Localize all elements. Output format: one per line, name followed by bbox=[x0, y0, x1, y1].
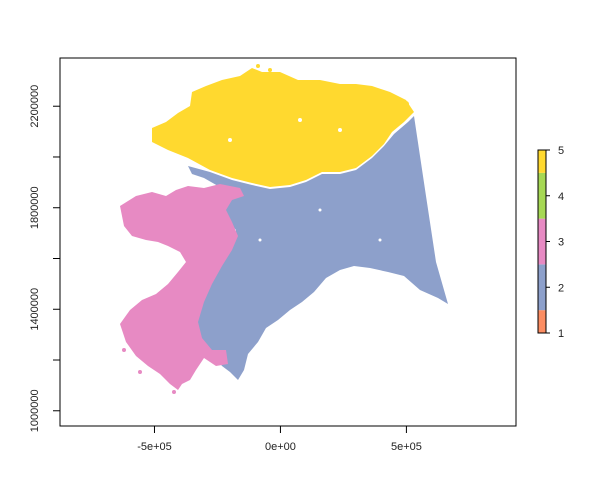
legend-swatch-1 bbox=[538, 310, 546, 333]
x-tick-label: -5e+05 bbox=[137, 441, 172, 453]
legend-swatch-3 bbox=[538, 218, 546, 265]
y-tick-label: 2200000 bbox=[29, 85, 41, 128]
legend-label: 5 bbox=[558, 145, 564, 157]
region-class-5-fragments bbox=[256, 64, 409, 107]
legend-swatch-4 bbox=[538, 172, 546, 219]
region-class-5 bbox=[152, 68, 414, 187]
legend-swatch-5 bbox=[538, 150, 546, 173]
x-tick-label: 5e+05 bbox=[391, 441, 422, 453]
region-class-3-fragments bbox=[122, 327, 176, 394]
legend-swatch-2 bbox=[538, 264, 546, 311]
region-class-3 bbox=[120, 184, 244, 390]
x-tick-label: 0e+00 bbox=[265, 441, 296, 453]
y-axis: 1000000 1400000 1800000 2200000 bbox=[29, 85, 61, 432]
y-tick-label: 1000000 bbox=[29, 389, 41, 432]
y-tick-label: 1800000 bbox=[29, 186, 41, 229]
legend-label: 3 bbox=[558, 237, 564, 249]
y-tick-label: 1400000 bbox=[29, 288, 41, 331]
region-class-2 bbox=[188, 116, 448, 380]
legend-label: 2 bbox=[558, 282, 564, 294]
legend-label: 1 bbox=[558, 328, 564, 340]
x-axis: -5e+05 0e+00 5e+05 bbox=[137, 425, 422, 453]
legend: 1 2 3 4 5 bbox=[537, 145, 564, 340]
legend-label: 4 bbox=[558, 191, 564, 203]
raster-gaps bbox=[228, 118, 382, 242]
map-raster bbox=[120, 64, 448, 394]
